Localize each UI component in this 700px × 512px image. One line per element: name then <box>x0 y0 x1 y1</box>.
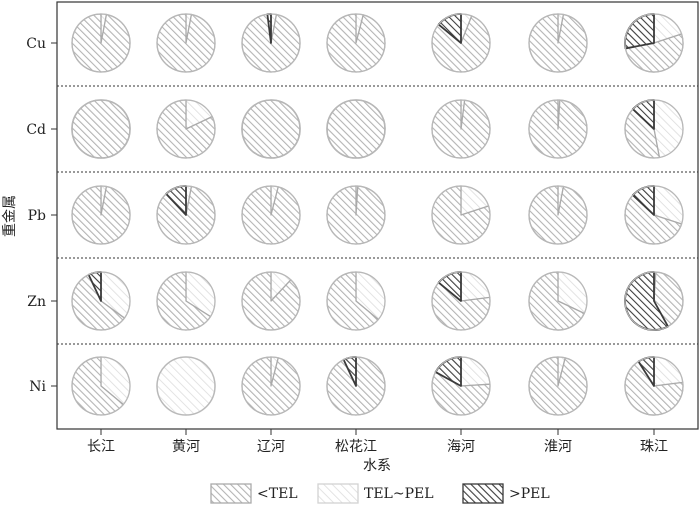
legend-label-gt-pel: >PEL <box>509 486 550 502</box>
pie-cd-3 <box>241 99 301 159</box>
pie-rim <box>326 356 386 416</box>
pie-rim <box>156 356 216 416</box>
pie-pb-1 <box>71 185 131 245</box>
pie-rim <box>528 13 588 73</box>
x-axis: 长江 黄河 辽河 松花江 海河 淮河 珠江 <box>87 429 668 455</box>
pie-rim <box>241 99 301 159</box>
pie-rim <box>431 356 491 416</box>
pie-cd-6 <box>528 99 588 159</box>
pie-ni-1 <box>71 356 131 416</box>
pie-rim <box>71 13 131 73</box>
pie-zn-6 <box>528 271 588 331</box>
pie-pb-7 <box>624 185 684 245</box>
pie-rim <box>241 185 301 245</box>
pie-rim <box>528 356 588 416</box>
pie-rim <box>241 13 301 73</box>
legend-swatch-tel-pel <box>317 483 359 504</box>
pie-cd-1 <box>71 99 131 159</box>
pie-rim <box>71 356 131 416</box>
pie-ni-2 <box>156 356 216 416</box>
pie-rim <box>528 271 588 331</box>
legend-label-tel-pel: TEL~PEL <box>364 486 434 502</box>
pie-cd-4 <box>326 99 386 159</box>
pie-cu-1 <box>71 13 131 73</box>
pie-rim <box>326 271 386 331</box>
pie-rim <box>156 13 216 73</box>
pie-cu-6 <box>528 13 588 73</box>
pie-pb-2 <box>156 185 216 245</box>
pie-rim <box>528 185 588 245</box>
pie-cu-7 <box>624 13 684 73</box>
pie-rim <box>624 185 684 245</box>
pie-rim <box>71 271 131 331</box>
pie-pb-4 <box>326 185 386 245</box>
legend: <TEL TEL~PEL >PEL <box>210 483 550 504</box>
pie-rim <box>431 185 491 245</box>
pie-pb-6 <box>528 185 588 245</box>
pie-zn-4 <box>326 271 386 331</box>
x-tick-label-5: 海河 <box>447 439 475 455</box>
pie-rim <box>156 185 216 245</box>
pie-cd-5 <box>431 99 491 159</box>
pie-ni-6 <box>528 356 588 416</box>
pie-pb-3 <box>241 185 301 245</box>
slice-gt-pel <box>624 13 655 50</box>
y-tick-label-pb: Pb <box>28 208 46 224</box>
pie-ni-5 <box>431 356 491 416</box>
pie-zn-3 <box>241 271 301 331</box>
pie-rim <box>528 99 588 159</box>
legend-swatch-gt-pel <box>462 483 504 504</box>
y-tick-label-cu: Cu <box>26 36 46 52</box>
pie-rim <box>624 271 684 331</box>
pie-rim <box>326 99 386 159</box>
pie-zn-7 <box>624 271 684 331</box>
x-tick-label-7: 珠江 <box>640 439 668 455</box>
pie-ni-4 <box>326 356 386 416</box>
pie-ni-3 <box>241 356 301 416</box>
pie-grid <box>71 13 684 416</box>
pie-rim <box>156 99 216 159</box>
pie-rim <box>624 356 684 416</box>
y-tick-label-zn: Zn <box>27 294 46 310</box>
row-separators <box>57 85 698 345</box>
x-tick-label-2: 黄河 <box>172 438 200 455</box>
y-tick-label-ni: Ni <box>29 379 46 395</box>
pie-cd-7 <box>624 99 684 159</box>
pie-rim <box>624 99 684 159</box>
pie-cu-2 <box>156 13 216 73</box>
x-axis-title: 水系 <box>363 458 391 474</box>
y-tick-label-cd: Cd <box>26 122 46 138</box>
pie-rim <box>431 99 491 159</box>
pie-pb-5 <box>431 185 491 245</box>
pie-rim <box>156 271 216 331</box>
pie-rim <box>326 185 386 245</box>
pie-rim <box>326 13 386 73</box>
x-tick-label-3: 辽河 <box>257 439 285 455</box>
x-tick-label-6: 淮河 <box>544 439 572 455</box>
y-axis-title: 重金属 <box>2 195 18 237</box>
pie-rim <box>241 271 301 331</box>
pie-cu-3 <box>241 13 301 73</box>
pie-zn-2 <box>156 271 216 331</box>
x-tick-label-4: 松花江 <box>335 439 377 455</box>
x-tick-label-1: 长江 <box>87 439 115 455</box>
pie-rim <box>241 356 301 416</box>
pie-cu-5 <box>431 13 491 73</box>
pie-cd-2 <box>156 99 216 159</box>
legend-swatch-lt-tel <box>210 483 252 504</box>
pie-cu-4 <box>326 13 386 73</box>
y-axis: Cu Cd Pb Zn Ni <box>26 36 57 395</box>
pie-zn-1 <box>71 271 131 331</box>
pie-ni-7 <box>624 356 684 416</box>
legend-label-lt-tel: <TEL <box>257 486 298 502</box>
pie-rim <box>431 271 491 331</box>
pie-rim <box>624 13 684 73</box>
pie-rim <box>431 13 491 73</box>
pie-zn-5 <box>431 271 491 331</box>
pie-rim <box>71 185 131 245</box>
pie-rim <box>71 99 131 159</box>
